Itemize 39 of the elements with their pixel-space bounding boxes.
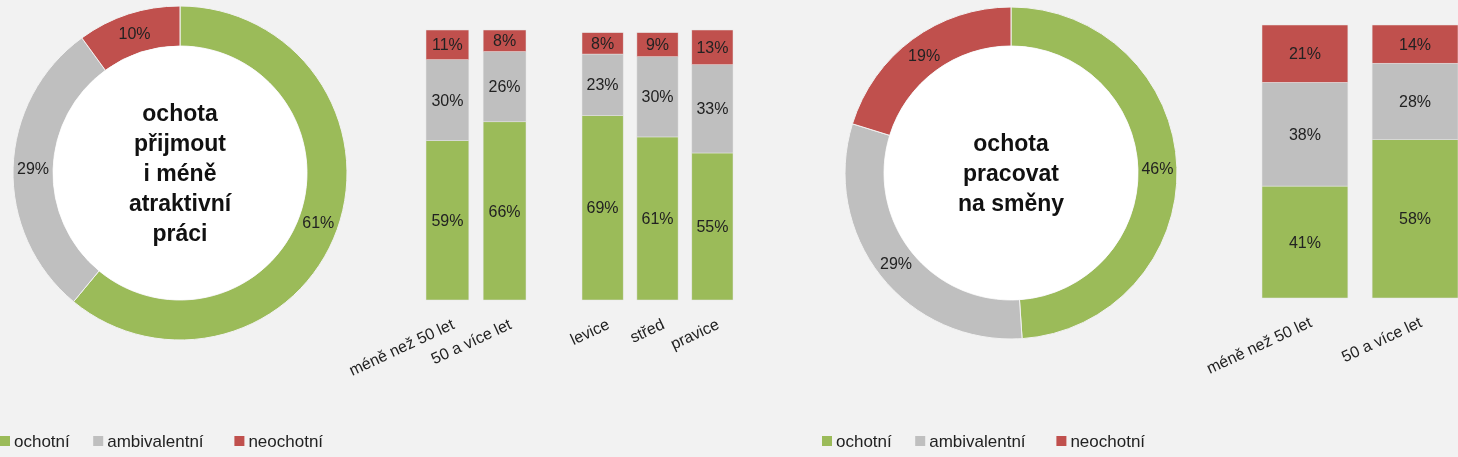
data-label: 55% <box>696 218 729 236</box>
text: ochota pracovat na směny <box>957 130 1065 217</box>
data-label: 41% <box>1288 233 1321 251</box>
x-tick-label: střed <box>627 315 667 346</box>
data-label: 61% <box>641 210 674 228</box>
data-label: 29% <box>880 255 913 273</box>
legend-label: ochotní <box>14 432 71 451</box>
data-label: 38% <box>1288 125 1321 143</box>
legend-label: ambivalentní <box>107 432 204 451</box>
data-label: 8% <box>591 34 615 52</box>
x-tick-label: levice <box>567 315 612 349</box>
data-label: 23% <box>586 76 619 94</box>
data-label: 19% <box>908 46 941 64</box>
data-label: 46% <box>1141 159 1174 177</box>
data-label: 33% <box>696 100 729 118</box>
data-label: 30% <box>431 91 464 109</box>
data-label: 26% <box>488 78 521 96</box>
data-label: 29% <box>17 159 50 177</box>
data-label: 58% <box>1399 210 1432 228</box>
legend-label: neochotní <box>1070 432 1146 451</box>
data-label: 10% <box>118 24 151 42</box>
data-label: 69% <box>586 199 619 217</box>
data-label: 61% <box>302 214 335 232</box>
data-label: 9% <box>645 36 670 54</box>
x-tick-label: 50 a více let <box>1338 313 1425 366</box>
data-label: 59% <box>431 211 464 229</box>
data-label: 21% <box>1288 45 1321 63</box>
x-tick-label: méně než 50 let <box>1203 313 1315 377</box>
data-label: 13% <box>696 38 729 56</box>
data-label: 11% <box>432 36 463 54</box>
legend-label: neochotní <box>248 432 324 451</box>
legend-label: ambivalentní <box>929 432 1026 451</box>
data-label: 8% <box>493 32 517 50</box>
data-label: 30% <box>641 88 674 106</box>
data-label: 14% <box>1399 35 1432 53</box>
legend-label: ochotní <box>836 432 893 451</box>
data-label: 66% <box>488 202 521 220</box>
data-label: 28% <box>1399 93 1432 111</box>
text: ochota přijmout i méně atraktivní práci <box>128 100 233 247</box>
